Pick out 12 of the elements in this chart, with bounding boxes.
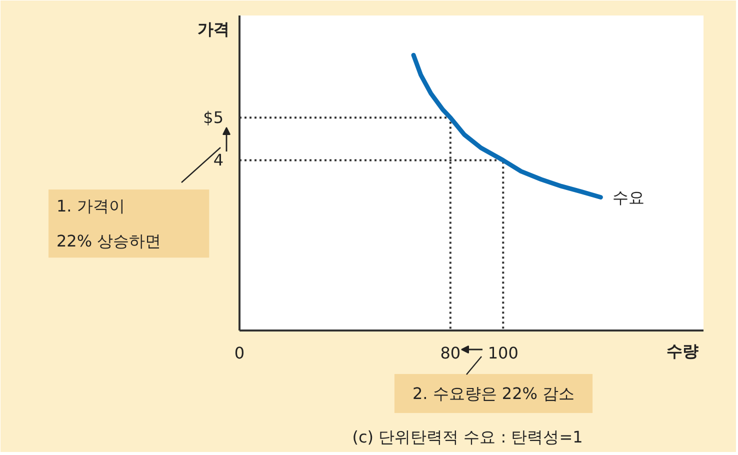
text: (c) 단위탄력적 수요 : 탄력성=1 [352, 428, 583, 446]
y-tick-label: $5 [203, 108, 224, 128]
series-label: 수요 [612, 188, 645, 207]
x-tick-label: 100 [488, 344, 518, 362]
x-tick-label: 80 [440, 344, 461, 362]
x-axis-title: 수량 [666, 342, 698, 360]
line-series [411, 52, 603, 200]
x-tick-label: 0 [234, 344, 245, 362]
text: 2. 수요량은 22% 감소 [412, 384, 575, 403]
y-tick-label: 4 [213, 150, 224, 170]
y-axis-title: 가격 [198, 20, 230, 38]
text: 1. 가격이 22% 상승하면 [56, 196, 162, 251]
